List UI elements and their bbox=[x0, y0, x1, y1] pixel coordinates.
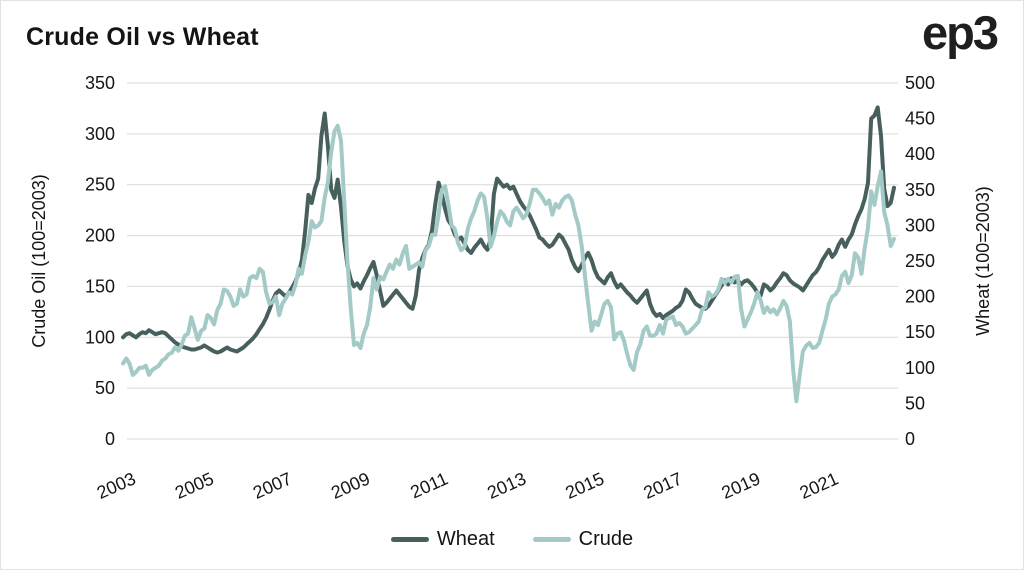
left-axis-tick: 300 bbox=[85, 124, 115, 144]
legend-label-wheat: Wheat bbox=[436, 528, 495, 550]
right-axis-tick: 200 bbox=[905, 287, 935, 307]
right-axis-tick: 100 bbox=[905, 358, 935, 378]
right-axis-tick: 350 bbox=[905, 180, 935, 200]
right-axis-tick: 0 bbox=[905, 429, 915, 449]
x-axis-tick: 2019 bbox=[719, 468, 764, 503]
x-axis-tick: 2007 bbox=[250, 468, 295, 503]
legend-item-crude[interactable]: Crude bbox=[532, 528, 634, 551]
right-axis-title: Wheat (100=2003) bbox=[973, 186, 993, 336]
x-axis-tick: 2009 bbox=[328, 468, 373, 503]
right-axis-tick: 500 bbox=[905, 73, 935, 93]
x-axis-tick: 2017 bbox=[640, 468, 685, 503]
right-axis-tick: 300 bbox=[905, 215, 935, 235]
x-axis-tick: 2013 bbox=[484, 468, 529, 503]
x-axis-tick: 2011 bbox=[407, 468, 451, 502]
x-axis-tick: 2005 bbox=[172, 468, 217, 503]
legend-item-wheat[interactable]: Wheat bbox=[390, 528, 495, 551]
left-axis-tick: 150 bbox=[85, 276, 115, 296]
left-axis-tick: 50 bbox=[95, 378, 115, 398]
crude-series-line bbox=[121, 123, 896, 404]
x-axis-tick: 2015 bbox=[562, 468, 607, 503]
left-axis-tick: 250 bbox=[85, 175, 115, 195]
right-axis-tick: 450 bbox=[905, 109, 935, 129]
crude-line-swatch-icon bbox=[532, 537, 571, 542]
left-axis-tick: 350 bbox=[85, 73, 115, 93]
left-axis-tick: 0 bbox=[105, 429, 115, 449]
chart-legend: Wheat Crude bbox=[1, 528, 1023, 551]
x-axis-tick: 2003 bbox=[94, 468, 139, 503]
left-axis-tick: 200 bbox=[85, 226, 115, 246]
left-axis-title: Crude Oil (100=2003) bbox=[29, 174, 49, 348]
x-axis-tick: 2021 bbox=[797, 468, 842, 503]
right-axis-tick: 50 bbox=[905, 393, 925, 413]
right-axis-tick: 150 bbox=[905, 322, 935, 342]
right-axis-tick: 250 bbox=[905, 251, 935, 271]
ep3-logo: ep3 bbox=[922, 6, 999, 59]
legend-label-crude: Crude bbox=[578, 528, 634, 550]
wheat-series-line bbox=[121, 105, 896, 355]
left-axis-tick: 100 bbox=[85, 327, 115, 347]
wheat-line-swatch-icon bbox=[390, 537, 429, 542]
right-axis-tick: 400 bbox=[905, 144, 935, 164]
chart-title: Crude Oil vs Wheat bbox=[26, 23, 259, 51]
